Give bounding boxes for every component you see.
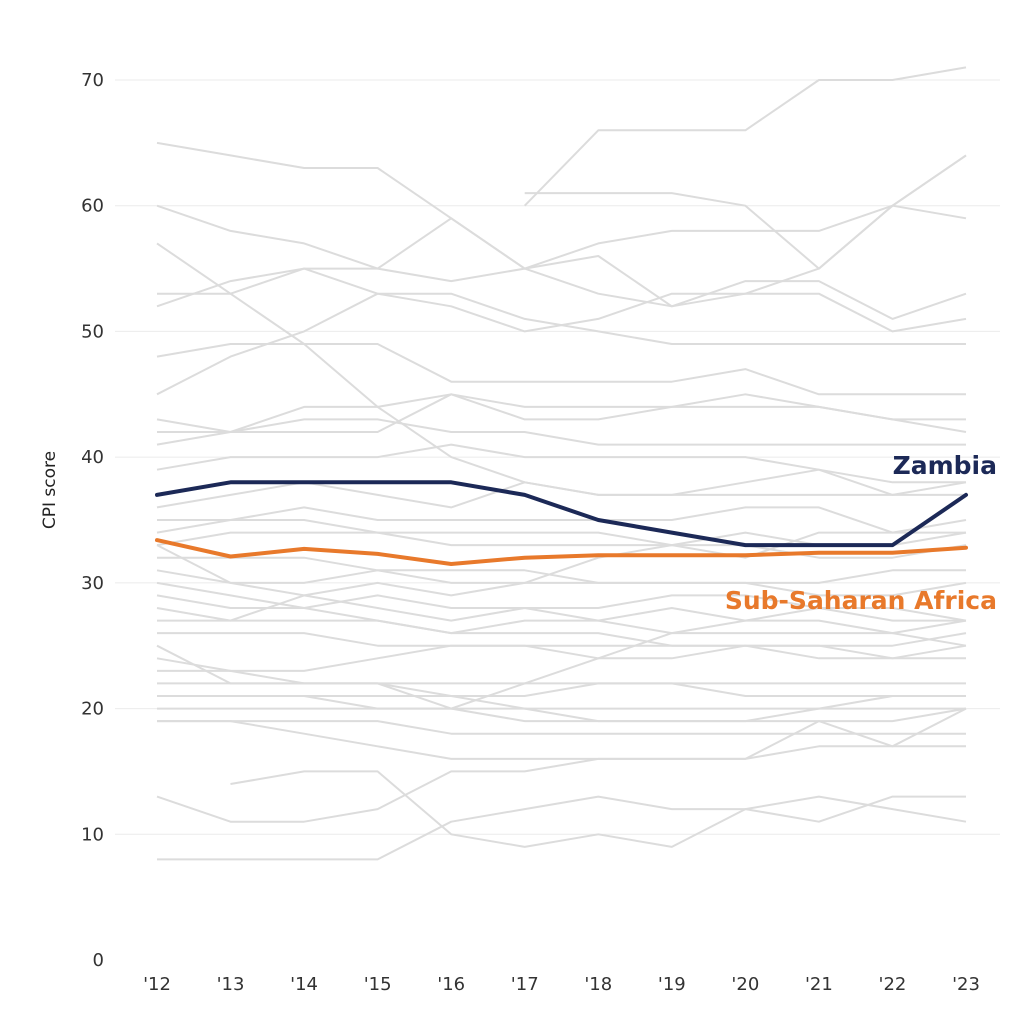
x-tick-label: '21: [805, 974, 833, 995]
background-series-line: [157, 707, 967, 760]
background-series-line: [157, 682, 966, 697]
x-tick-label: '19: [658, 974, 686, 995]
background-series-line: [157, 632, 966, 660]
background-series-line: [524, 154, 967, 270]
x-tick-label: '20: [731, 974, 759, 995]
x-tick-label: '15: [364, 974, 392, 995]
y-tick-label: 40: [81, 447, 104, 468]
x-tick-labels: '12 '13 '14 '15 '16 '17 '18 '19 '20 '21 '22 '23: [143, 974, 980, 995]
background-series-line: [157, 644, 967, 672]
highlight-series-group: [155, 480, 968, 566]
x-tick-label: '23: [952, 974, 980, 995]
background-series-line: [156, 343, 966, 396]
background-series-line: [156, 745, 966, 823]
background-series-group: [156, 66, 967, 861]
background-series-line: [156, 569, 967, 597]
background-series-line: [157, 720, 966, 735]
series-label-sub-saharan-africa: Sub-Saharan Africa: [725, 586, 997, 615]
y-tick-labels: 0 10 20 30 40 50 60 70: [81, 70, 104, 971]
background-series-line: [156, 594, 967, 635]
background-series-line: [230, 770, 966, 848]
series-line-sub-saharan-africa: [155, 538, 968, 566]
series-line-zambia: [155, 480, 968, 548]
background-series-line: [156, 594, 967, 622]
x-tick-label: '18: [584, 974, 612, 995]
y-tick-label: 0: [93, 950, 104, 971]
background-series-line: [157, 695, 966, 723]
x-tick-label: '16: [437, 974, 465, 995]
y-tick-label: 30: [81, 573, 104, 594]
background-series-line: [156, 657, 966, 697]
background-series-line: [156, 292, 966, 396]
background-series-line: [156, 393, 966, 433]
background-series-line: [156, 581, 967, 647]
background-series-line: [157, 619, 967, 647]
y-axis-title: CPI score: [40, 451, 60, 529]
y-tick-label: 60: [81, 196, 104, 217]
background-series-line: [156, 141, 967, 320]
background-series-line: [157, 707, 967, 723]
background-series-line: [157, 393, 967, 433]
x-tick-label: '17: [511, 974, 539, 995]
x-tick-label: '14: [290, 974, 318, 995]
series-label-zambia: Zambia: [893, 451, 997, 480]
background-series-line: [156, 468, 967, 509]
background-series-line: [523, 66, 967, 207]
background-series-line: [156, 519, 967, 597]
x-tick-label: '22: [879, 974, 907, 995]
y-tick-label: 50: [81, 321, 104, 342]
background-series-line: [157, 506, 966, 534]
y-tick-label: 10: [81, 824, 104, 845]
y-tick-label: 20: [81, 699, 104, 720]
y-tick-label: 70: [81, 70, 104, 91]
background-series-line: [157, 695, 966, 710]
background-series-line: [156, 418, 966, 446]
background-series-line: [157, 795, 967, 861]
background-series-line: [156, 154, 967, 270]
x-tick-label: '12: [143, 974, 171, 995]
background-series-line: [156, 443, 966, 484]
background-series-line: [157, 556, 966, 584]
background-series-line: [156, 531, 967, 559]
x-tick-label: '13: [217, 974, 245, 995]
